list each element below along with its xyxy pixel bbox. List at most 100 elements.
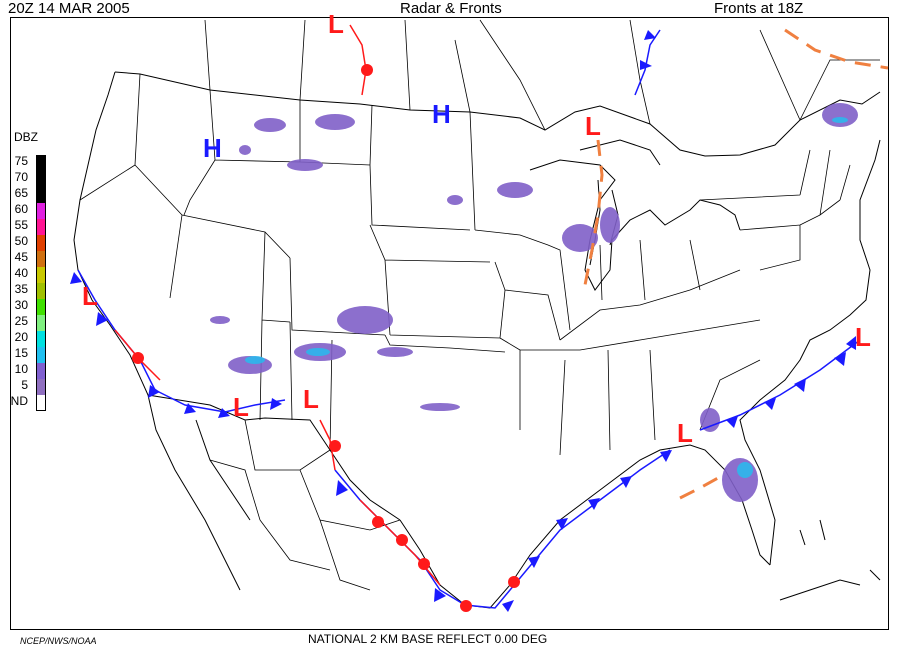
legend-item-label: 35 <box>14 282 28 296</box>
baja-and-mexico-coast <box>147 394 251 591</box>
trough-northeast <box>784 28 889 70</box>
legend-color-swatch <box>36 235 46 251</box>
legend-color-swatch <box>36 219 46 235</box>
radar-echoes <box>210 103 858 502</box>
map-frame <box>10 17 889 630</box>
legend-item: ND <box>0 390 48 411</box>
mexico-states <box>209 419 401 591</box>
legend-color-swatch <box>36 283 46 299</box>
legend-item-label: 30 <box>14 298 28 312</box>
legend-item: 15 <box>0 342 48 363</box>
radar-echo <box>700 408 720 432</box>
low-pressure-center: L <box>328 9 344 39</box>
legend-item-label: 40 <box>14 266 28 280</box>
radar-echo <box>600 207 620 243</box>
radar-echo <box>239 145 251 155</box>
great-lakes <box>529 139 741 291</box>
radar-echo-strong <box>832 117 848 123</box>
legend-item: 5 <box>0 374 48 395</box>
legend-item: 20 <box>0 326 48 347</box>
high-pressure-center: H <box>432 99 451 129</box>
legend-color-swatch <box>36 379 46 395</box>
legend-color-swatch <box>36 267 46 283</box>
legend-item-label: 5 <box>21 378 28 392</box>
legend-color-swatch <box>36 395 46 411</box>
legend-color-swatch <box>36 363 46 379</box>
legend-item: 65 <box>0 182 48 203</box>
gulf-coast <box>399 444 771 609</box>
radar-echo <box>377 347 413 357</box>
low-pressure-center: L <box>82 281 98 311</box>
low-pressure-center: L <box>585 111 601 141</box>
low-pressure-center: L <box>303 384 319 414</box>
legend-item-label: 65 <box>14 186 28 200</box>
trough-florida <box>679 476 719 500</box>
legend-item-label: 25 <box>14 314 28 328</box>
legend-color-swatch <box>36 347 46 363</box>
radar-echo <box>420 403 460 411</box>
legend-item-label: 45 <box>14 250 28 264</box>
low-pressure-center: L <box>855 322 871 352</box>
legend-title: DBZ <box>14 130 38 144</box>
radar-echo <box>822 103 858 127</box>
cold-front-gulf <box>334 449 671 609</box>
radar-echo <box>447 195 463 205</box>
radar-echo <box>287 159 323 171</box>
east-coast <box>739 139 881 566</box>
legend-item: 25 <box>0 310 48 331</box>
product-label: NATIONAL 2 KM BASE REFLECT 0.00 DEG <box>308 632 548 646</box>
radar-echo-strong <box>245 356 265 364</box>
radar-echo-strong <box>737 462 753 478</box>
legend-color-swatch <box>36 299 46 315</box>
radar-echo <box>497 182 533 198</box>
pressure-centers: H H L L L L L L L <box>82 9 871 448</box>
map-timestamp: 20Z 14 MAR 2005 <box>8 0 130 17</box>
legend-item-label: 20 <box>14 330 28 344</box>
legend-color-swatch <box>36 171 46 187</box>
legend-color-swatch <box>36 155 46 171</box>
west-coast <box>73 71 149 396</box>
cold-front-barbs <box>70 30 856 612</box>
legend-item-label: 70 <box>14 170 28 184</box>
cold-front-north <box>634 29 661 96</box>
radar-echo-strong <box>306 348 330 356</box>
cold-fronts <box>77 29 861 609</box>
high-pressure-center: H <box>203 133 222 163</box>
legend-color-swatch <box>36 187 46 203</box>
warm-fronts <box>114 24 441 586</box>
legend-item: 30 <box>0 294 48 315</box>
radar-echo <box>210 316 230 324</box>
legend-color-swatch <box>36 315 46 331</box>
fronts-valid-time: Fronts at 18Z <box>714 0 804 17</box>
legend-item-label: ND <box>10 394 28 408</box>
radar-echo <box>315 114 355 130</box>
radar-echoes-strong <box>245 117 848 478</box>
legend-item: 45 <box>0 246 48 267</box>
geography-outlines <box>73 19 881 609</box>
warm-front-texas <box>319 419 336 471</box>
legend-item-label: 75 <box>14 154 28 168</box>
radar-echo <box>337 306 393 334</box>
legend-item: 50 <box>0 230 48 251</box>
cold-front-west <box>77 269 286 413</box>
credit-label: NCEP/NWS/NOAA <box>20 636 97 646</box>
legend-color-swatch <box>36 331 46 347</box>
legend-item: 75 <box>0 150 48 171</box>
warm-front-bumps <box>132 64 520 612</box>
low-pressure-center: L <box>677 418 693 448</box>
radar-echo <box>254 118 286 132</box>
legend-item: 40 <box>0 262 48 283</box>
warm-front-north <box>349 24 367 96</box>
low-pressure-center: L <box>233 392 249 422</box>
map-title: Radar & Fronts <box>400 0 502 17</box>
legend-item-label: 60 <box>14 202 28 216</box>
canada-lines <box>204 19 880 131</box>
troughs <box>582 28 889 500</box>
legend-item-label: 50 <box>14 234 28 248</box>
legend-item: 55 <box>0 214 48 235</box>
legend-item-label: 15 <box>14 346 28 360</box>
radar-echo <box>562 224 598 252</box>
legend-item: 10 <box>0 358 48 379</box>
legend-color-swatch <box>36 203 46 219</box>
